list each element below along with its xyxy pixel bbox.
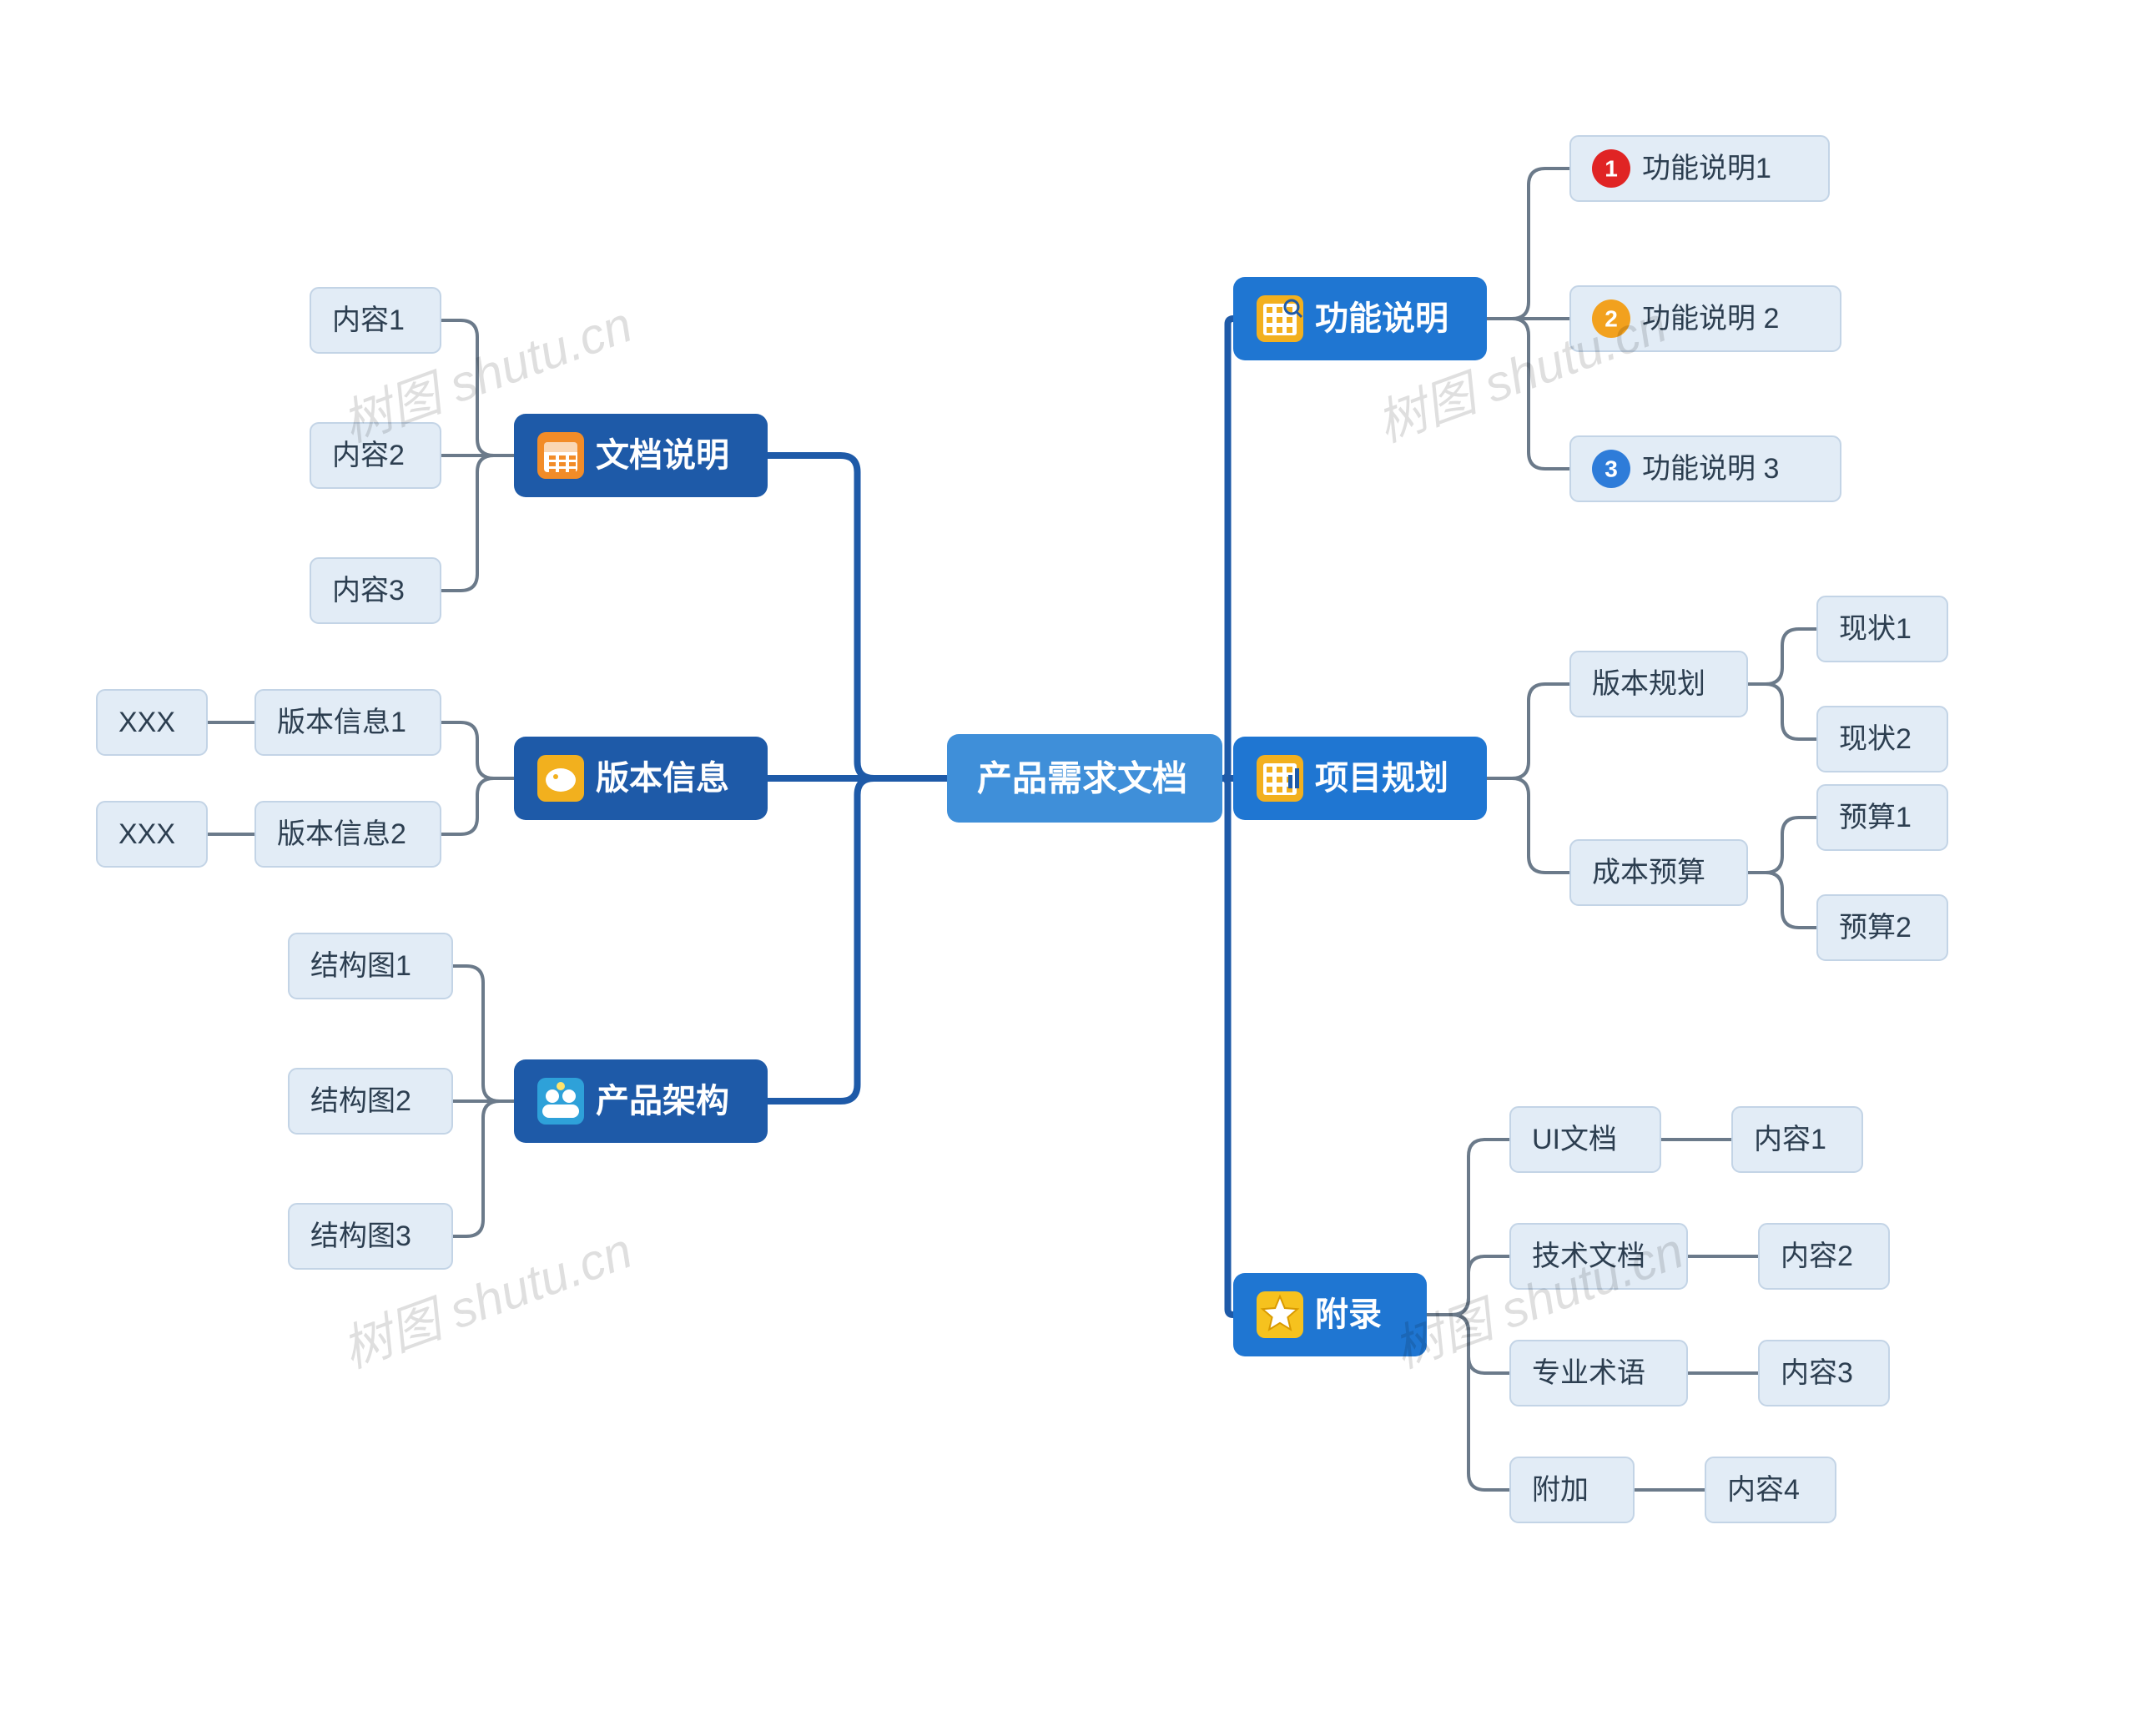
connector [1222, 778, 1233, 1315]
node-label: XXX [118, 707, 175, 738]
node-label: 文档说明 [596, 437, 729, 474]
leaf-v1x[interactable]: XXX [97, 690, 207, 755]
node-label: UI文档 [1532, 1124, 1617, 1155]
connector [1487, 169, 1570, 319]
node-label: 结构图3 [310, 1220, 411, 1252]
connector [441, 778, 514, 834]
building-search-icon [1257, 295, 1303, 342]
node-label: 附加 [1532, 1474, 1589, 1506]
connector [768, 455, 947, 778]
calendar-icon [537, 432, 584, 479]
svg-text:3: 3 [1605, 456, 1618, 482]
leaf-ap1c[interactable]: 内容1 [1732, 1107, 1862, 1172]
node-label: 内容2 [1781, 1240, 1853, 1272]
leaf-ap4[interactable]: 附加 [1510, 1457, 1634, 1522]
branch-plan[interactable]: 项目规划 [1233, 737, 1487, 820]
node-label: 项目规划 [1315, 760, 1448, 797]
branch-arch[interactable]: 产品架构 [514, 1059, 768, 1143]
connector [1747, 873, 1817, 928]
node-label: 成本预算 [1592, 857, 1705, 888]
leaf-p2b[interactable]: 预算2 [1817, 895, 1947, 960]
connector [441, 455, 514, 591]
node-label: 功能说明 3 [1642, 453, 1779, 485]
branch-version[interactable]: 版本信息 [514, 737, 768, 820]
leaf-ap2c[interactable]: 内容2 [1759, 1224, 1889, 1289]
number-badge-icon: 1 [1592, 149, 1630, 188]
connector [441, 722, 514, 778]
connector [1747, 818, 1817, 873]
connector [1487, 778, 1570, 873]
node-label: 内容1 [1754, 1124, 1826, 1155]
svg-text:1: 1 [1605, 156, 1618, 182]
leaf-f1[interactable]: 1 功能说明1 [1570, 136, 1829, 201]
leaf-p2a[interactable]: 预算1 [1817, 785, 1947, 850]
node-label: 功能说明 [1315, 300, 1448, 337]
branch-doc-desc[interactable]: 文档说明 [514, 414, 768, 497]
leaf-v1[interactable]: 版本信息1 [255, 690, 441, 755]
leaf-v2x[interactable]: XXX [97, 802, 207, 867]
node-label: 现状1 [1839, 613, 1912, 645]
leaf-doc-c3[interactable]: 内容3 [310, 558, 441, 623]
node-label: XXX [118, 818, 175, 850]
star-icon [1257, 1291, 1303, 1338]
node-label: 附录 [1315, 1296, 1382, 1333]
node-label: 结构图2 [310, 1085, 411, 1117]
leaf-p1a[interactable]: 现状1 [1817, 596, 1947, 662]
node-label: 预算1 [1839, 802, 1912, 833]
node-label: 现状2 [1839, 723, 1912, 755]
node-label: 版本信息1 [277, 707, 406, 738]
leaf-f3[interactable]: 3 功能说明 3 [1570, 436, 1841, 501]
node-label: 预算2 [1839, 912, 1912, 943]
leaf-p1[interactable]: 版本规划 [1570, 652, 1747, 717]
node-label: 内容3 [1781, 1357, 1853, 1389]
leaf-ap3[interactable]: 专业术语 [1510, 1341, 1687, 1406]
leaf-p1b[interactable]: 现状2 [1817, 707, 1947, 772]
leaf-a3[interactable]: 结构图3 [289, 1204, 452, 1269]
team-icon [537, 1078, 584, 1125]
leaf-v2[interactable]: 版本信息2 [255, 802, 441, 867]
branch-func[interactable]: 功能说明 [1233, 277, 1487, 360]
leaf-ap4c[interactable]: 内容4 [1705, 1457, 1836, 1522]
leaf-ap1[interactable]: UI文档 [1510, 1107, 1660, 1172]
leaf-ap3c[interactable]: 内容3 [1759, 1341, 1889, 1406]
connector [1747, 684, 1817, 739]
piggy-icon [537, 755, 584, 802]
node-label: 产品架构 [596, 1083, 729, 1120]
node-label: 结构图1 [310, 950, 411, 982]
connector [1487, 684, 1570, 778]
node-label: 产品需求文档 [977, 759, 1187, 798]
node-label: 功能说明1 [1642, 153, 1771, 184]
number-badge-icon: 3 [1592, 450, 1630, 488]
leaf-doc-c1[interactable]: 内容1 [310, 288, 441, 353]
node-label: 内容4 [1727, 1474, 1800, 1506]
connector [1747, 629, 1817, 684]
connector [452, 1101, 514, 1236]
root-node[interactable]: 产品需求文档 [947, 734, 1222, 823]
building-bar-icon [1257, 755, 1303, 802]
leaf-p2[interactable]: 成本预算 [1570, 840, 1747, 905]
node-label: 版本信息 [596, 760, 729, 797]
mindmap-canvas: 产品需求文档文档说明内容1内容2内容3版本信息版本信息1XXX版本信息2XXX产… [0, 0, 2136, 1736]
node-label: 版本规划 [1592, 668, 1705, 700]
node-label: 专业术语 [1532, 1357, 1645, 1389]
connector [1222, 319, 1233, 778]
leaf-a1[interactable]: 结构图1 [289, 933, 452, 999]
node-label: 内容1 [332, 304, 405, 336]
connector [452, 966, 514, 1101]
node-label: 内容3 [332, 575, 405, 606]
connector [768, 778, 947, 1101]
node-label: 版本信息2 [277, 818, 406, 850]
leaf-a2[interactable]: 结构图2 [289, 1069, 452, 1134]
